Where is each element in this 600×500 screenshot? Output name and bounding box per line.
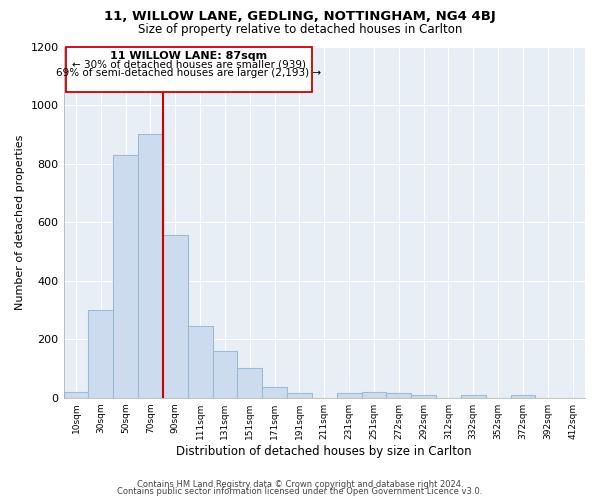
X-axis label: Distribution of detached houses by size in Carlton: Distribution of detached houses by size … [176, 444, 472, 458]
Bar [262, 386, 287, 398]
Bar [461, 395, 485, 398]
Text: Contains public sector information licensed under the Open Government Licence v3: Contains public sector information licen… [118, 487, 482, 496]
Text: Size of property relative to detached houses in Carlton: Size of property relative to detached ho… [138, 22, 462, 36]
Text: ← 30% of detached houses are smaller (939): ← 30% of detached houses are smaller (93… [72, 60, 306, 70]
Bar [212, 351, 238, 398]
Bar [88, 310, 113, 398]
Bar [113, 155, 138, 398]
Bar [362, 392, 386, 398]
Text: Contains HM Land Registry data © Crown copyright and database right 2024.: Contains HM Land Registry data © Crown c… [137, 480, 463, 489]
Y-axis label: Number of detached properties: Number of detached properties [15, 134, 25, 310]
FancyBboxPatch shape [66, 46, 312, 92]
Bar [188, 326, 212, 398]
Text: 11 WILLOW LANE: 87sqm: 11 WILLOW LANE: 87sqm [110, 51, 268, 61]
Bar [337, 394, 362, 398]
Text: 69% of semi-detached houses are larger (2,193) →: 69% of semi-detached houses are larger (… [56, 68, 322, 78]
Bar [287, 394, 312, 398]
Bar [64, 392, 88, 398]
Bar [511, 396, 535, 398]
Text: 11, WILLOW LANE, GEDLING, NOTTINGHAM, NG4 4BJ: 11, WILLOW LANE, GEDLING, NOTTINGHAM, NG… [104, 10, 496, 23]
Bar [238, 368, 262, 398]
Bar [163, 236, 188, 398]
Bar [411, 395, 436, 398]
Bar [138, 134, 163, 398]
Bar [386, 394, 411, 398]
